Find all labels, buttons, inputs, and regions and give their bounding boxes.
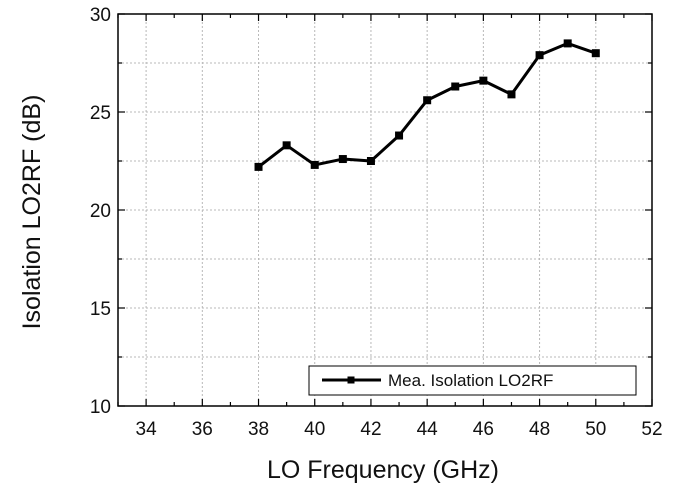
x-axis-title: LO Frequency (GHz) <box>267 456 499 484</box>
data-point <box>338 155 347 164</box>
y-axis-title: Isolation LO2RF (dB) <box>18 95 46 330</box>
x-tick-label: 36 <box>192 419 213 440</box>
grid-lines <box>118 14 652 406</box>
data-point <box>535 51 544 60</box>
x-tick-label: 48 <box>529 419 550 440</box>
x-tick-label: 52 <box>641 419 662 440</box>
y-tick-label: 30 <box>90 5 111 26</box>
y-tick-label: 10 <box>90 397 111 418</box>
x-tick-label: 34 <box>136 419 158 440</box>
data-point <box>507 90 516 99</box>
data-point <box>591 49 600 58</box>
x-tick-label: 44 <box>417 419 439 440</box>
legend-marker-swatch <box>347 376 355 384</box>
data-series <box>254 39 600 171</box>
legend: Mea. Isolation LO2RF <box>308 365 637 396</box>
x-tick-label: 42 <box>360 419 381 440</box>
y-tick-label: 15 <box>90 299 111 320</box>
x-tick-label: 40 <box>304 419 325 440</box>
data-point <box>282 141 291 150</box>
data-point <box>563 39 572 48</box>
tick-labels: 34 36 38 40 42 44 46 48 50 52 10 15 20 25 30 <box>90 5 663 440</box>
data-point <box>479 76 488 85</box>
axis-ticks <box>117 13 653 407</box>
data-point <box>366 157 375 165</box>
series-line <box>257 41 597 169</box>
x-tick-label: 50 <box>585 419 606 440</box>
data-point <box>451 82 460 91</box>
x-tick-label: 38 <box>248 419 269 440</box>
legend-label: Mea. Isolation LO2RF <box>388 371 553 390</box>
y-tick-label: 20 <box>90 201 111 222</box>
x-tick-label: 46 <box>473 419 494 440</box>
data-point <box>254 162 263 171</box>
data-point <box>395 131 404 140</box>
data-point <box>310 160 319 169</box>
data-point <box>423 96 432 105</box>
y-tick-label: 25 <box>90 103 111 124</box>
